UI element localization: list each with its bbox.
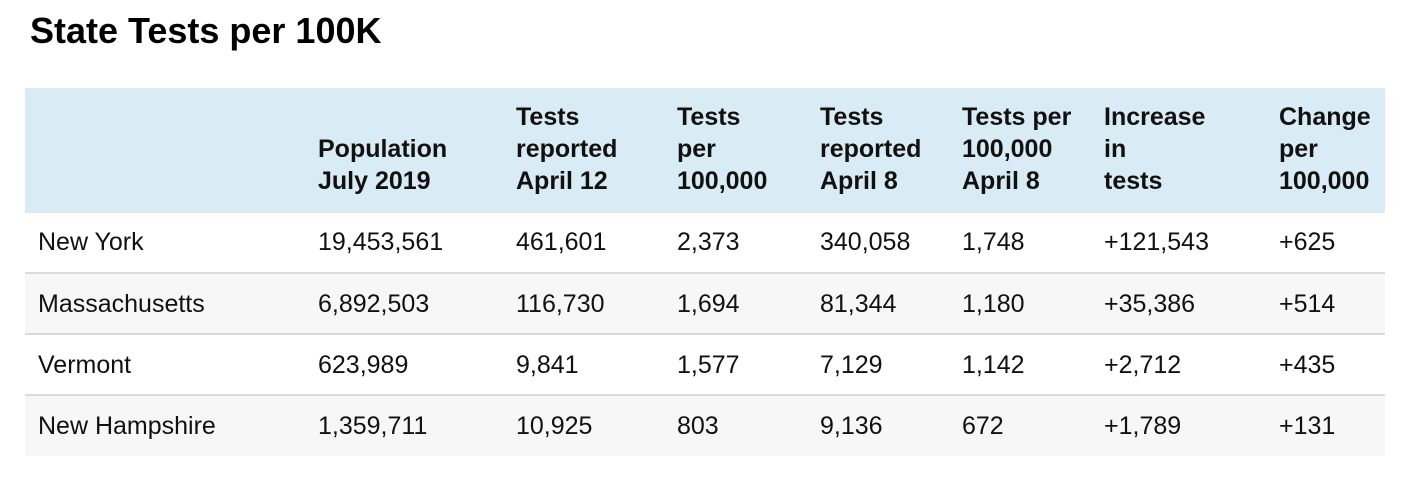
table-row: Vermont 623,989 9,841 1,577 7,129 1,142 … [25, 334, 1385, 395]
cell-change-per-100k: +131 [1279, 412, 1336, 440]
cell-tests-per-100k: 2,373 [677, 228, 740, 257]
cell-tests-april-8: 340,058 [820, 228, 911, 257]
table-row: Massachusetts 6,892,503 116,730 1,694 81… [25, 273, 1385, 334]
cell-tests-per-100k: 1,577 [677, 350, 740, 379]
table-body: New York 19,453,561 461,601 2,373 340,05… [25, 212, 1385, 456]
cell-tests-april-12: 116,730 [516, 289, 605, 318]
cell-increase-in-tests: +1,789 [1104, 412, 1182, 440]
state-tests-table: Population July 2019 Tests reported Apri… [25, 88, 1385, 456]
cell-state: Vermont [38, 350, 132, 379]
cell-tests-april-12: 9,841 [516, 350, 579, 379]
cell-tests-april-12: 461,601 [516, 228, 607, 257]
cell-state: New Hampshire [38, 412, 216, 440]
column-header-tests-per-100k: Tests per 100,000 [677, 102, 768, 195]
cell-tests-per-100k-april-8: 1,142 [962, 350, 1025, 379]
column-header-tests-per-100k-april-8: Tests per 100,000 April 8 [962, 102, 1072, 195]
page-title: State Tests per 100K [30, 10, 382, 51]
cell-state: New York [38, 228, 144, 257]
cell-tests-per-100k: 803 [677, 412, 719, 440]
column-header-population: Population July 2019 [318, 134, 448, 195]
column-header-tests-april-8: Tests reported April 8 [820, 102, 922, 195]
cell-change-per-100k: +435 [1279, 350, 1336, 379]
cell-tests-per-100k-april-8: 1,180 [962, 289, 1025, 318]
cell-population: 623,989 [318, 350, 409, 379]
cell-population: 1,359,711 [318, 412, 428, 440]
cell-tests-per-100k-april-8: 672 [962, 412, 1004, 440]
cell-tests-april-8: 7,129 [820, 350, 883, 379]
cell-population: 19,453,561 [318, 228, 444, 257]
table-row: New Hampshire 1,359,711 10,925 803 9,136… [25, 395, 1385, 456]
cell-increase-in-tests: +121,543 [1104, 228, 1209, 257]
column-header-change-per-100k: Change per 100,000 [1279, 102, 1371, 195]
cell-tests-april-8: 9,136 [820, 412, 883, 440]
header-row: Population July 2019 Tests reported Apri… [25, 88, 1385, 212]
cell-state: Massachusetts [38, 289, 205, 318]
cell-change-per-100k: +625 [1279, 228, 1336, 257]
column-header-tests-april-12: Tests reported April 12 [516, 102, 618, 195]
cell-population: 6,892,503 [318, 289, 430, 318]
cell-increase-in-tests: +35,386 [1104, 289, 1196, 318]
cell-tests-per-100k: 1,694 [677, 289, 740, 318]
cell-tests-april-8: 81,344 [820, 289, 897, 318]
column-header-state [25, 88, 305, 212]
cell-tests-per-100k-april-8: 1,748 [962, 228, 1025, 257]
table-row: New York 19,453,561 461,601 2,373 340,05… [25, 212, 1385, 273]
table-header: Population July 2019 Tests reported Apri… [25, 88, 1385, 212]
cell-increase-in-tests: +2,712 [1104, 350, 1182, 379]
column-header-increase-in-tests: Increase in tests [1104, 102, 1206, 195]
cell-change-per-100k: +514 [1279, 289, 1336, 318]
cell-tests-april-12: 10,925 [516, 412, 593, 440]
